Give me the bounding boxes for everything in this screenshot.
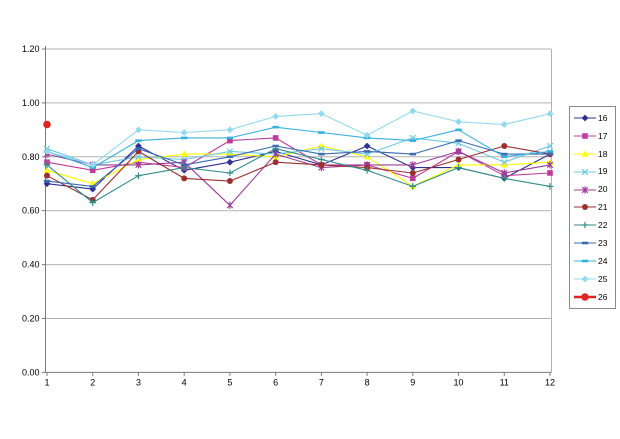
legend-label: 21 <box>598 202 608 213</box>
series-line-19[interactable] <box>46 137 551 166</box>
legend-key-24-icon <box>574 259 596 263</box>
legend-item-18[interactable]: 18 <box>573 148 613 160</box>
legend-item-26[interactable]: 26 <box>573 291 613 303</box>
y-axis-label: 0.20 <box>22 314 40 324</box>
y-axis-label: 0.80 <box>22 152 40 162</box>
series-24[interactable] <box>43 125 554 169</box>
series-22[interactable] <box>43 145 554 206</box>
legend-label: 19 <box>598 166 608 177</box>
series-line-20[interactable] <box>46 150 551 206</box>
legend-item-23[interactable]: 23 <box>573 237 613 249</box>
legend-label: 24 <box>598 255 608 266</box>
y-axis-label: 0.00 <box>22 367 40 377</box>
legend-item-22[interactable]: 22 <box>573 219 613 231</box>
legend-item-24[interactable]: 24 <box>573 255 613 267</box>
y-axis-label: 1.00 <box>22 98 40 108</box>
x-axis-label: 10 <box>454 377 464 387</box>
series-25[interactable] <box>43 107 554 169</box>
x-axis-label: 2 <box>90 377 95 387</box>
legend-label: 25 <box>598 273 608 284</box>
legend-label: 23 <box>598 238 608 249</box>
legend-key-23-icon <box>574 241 596 245</box>
y-axis-label: 0.40 <box>22 260 40 270</box>
x-axis-label: 4 <box>182 377 187 387</box>
legend-label: 20 <box>598 184 608 195</box>
legend-key-18-icon <box>574 150 596 157</box>
legend-key-20-icon <box>574 185 596 194</box>
x-axis-label: 9 <box>410 377 415 387</box>
x-axis-label: 5 <box>227 377 232 387</box>
legend-item-16[interactable]: 16 <box>573 112 613 124</box>
y-axis-label: 1.20 <box>22 44 40 54</box>
legend-label: 22 <box>598 220 608 231</box>
x-axis-label: 8 <box>365 377 370 387</box>
legend-item-17[interactable]: 17 <box>573 130 613 142</box>
chart-legend: 16 17 18 19 20 21 22 23 24 25 26 <box>569 106 616 309</box>
legend-key-19-icon <box>574 168 596 175</box>
series-23[interactable] <box>43 139 554 188</box>
y-axis-label: 0.60 <box>22 206 40 216</box>
series-line-24[interactable] <box>46 126 551 169</box>
legend-item-25[interactable]: 25 <box>573 273 613 285</box>
series-line-25[interactable] <box>46 110 551 166</box>
x-axis-label: 11 <box>500 377 509 387</box>
series-line-21[interactable] <box>46 145 551 201</box>
legend-key-25-icon <box>574 275 596 283</box>
legend-key-21-icon <box>574 204 596 211</box>
x-axis-label: 1 <box>44 377 49 387</box>
series-line-18[interactable] <box>46 145 551 187</box>
legend-key-22-icon <box>574 222 596 229</box>
x-axis-label: 12 <box>545 377 555 387</box>
legend-label: 17 <box>598 130 608 141</box>
legend-key-16-icon <box>574 114 596 122</box>
legend-label: 26 <box>598 291 608 302</box>
legend-key-26-icon <box>574 293 596 301</box>
legend-item-20[interactable]: 20 <box>573 184 613 196</box>
legend-label: 18 <box>598 148 608 159</box>
legend-item-19[interactable]: 19 <box>573 166 613 178</box>
x-axis-label: 7 <box>319 377 324 387</box>
legend-key-17-icon <box>574 133 596 139</box>
series-26[interactable] <box>43 120 51 129</box>
legend-item-21[interactable]: 21 <box>573 201 613 213</box>
series-line-22[interactable] <box>46 148 551 204</box>
x-axis-label: 3 <box>136 377 141 387</box>
series-line-23[interactable] <box>46 140 550 187</box>
legend-label: 16 <box>598 112 608 123</box>
x-axis-label: 6 <box>273 377 278 387</box>
